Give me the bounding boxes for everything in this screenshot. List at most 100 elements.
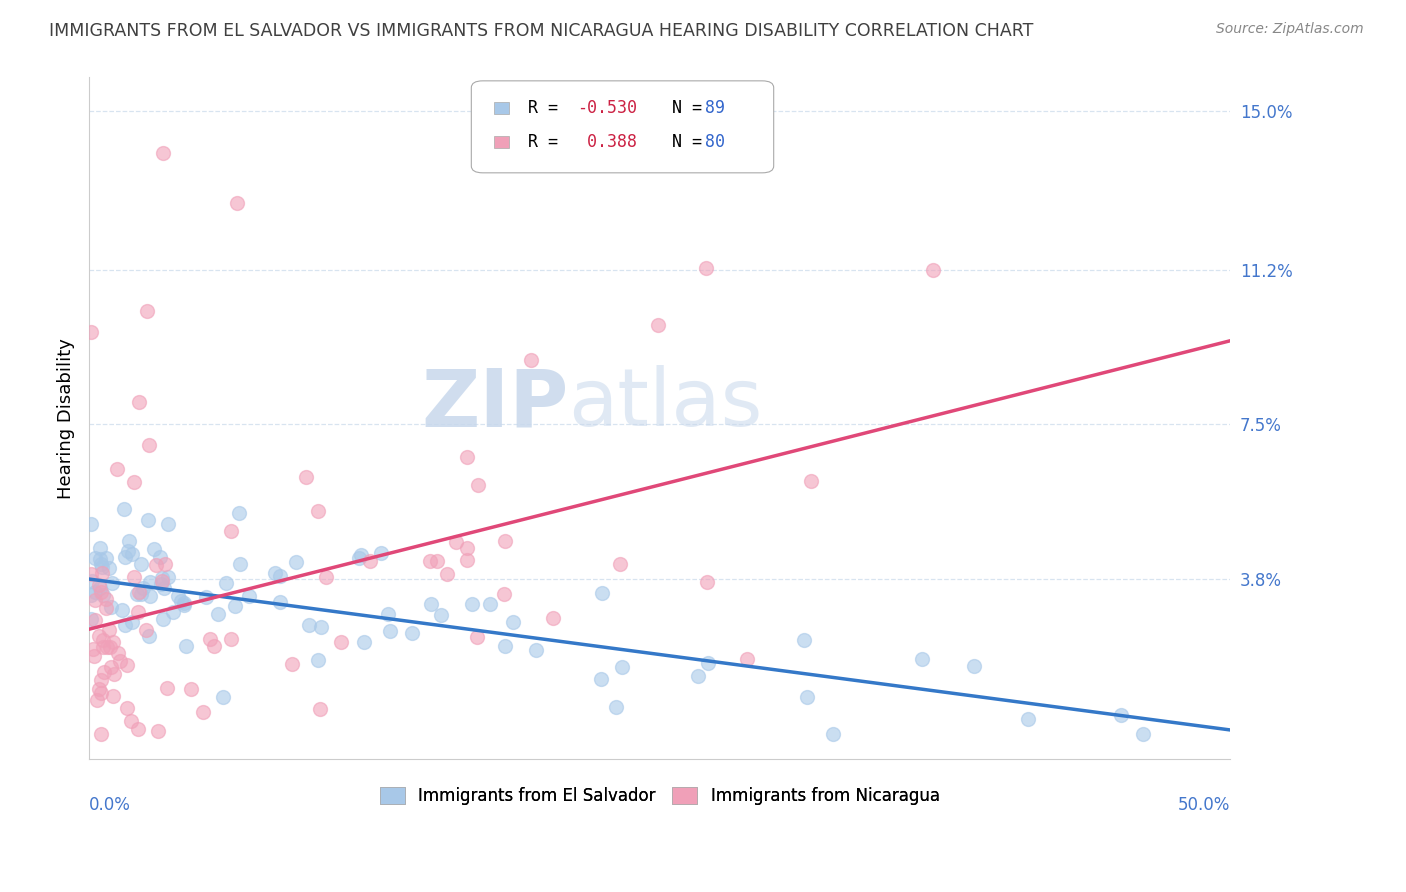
Point (226, 195, 249, 210)
Point (465, 630, 488, 644)
Legend: Immigrants from El Salvador, Immigrants from Nicaragua: Immigrants from El Salvador, Immigrants … (373, 780, 946, 812)
Point (378, 624, 401, 639)
Point (152, 582, 174, 596)
Point (80, 325, 103, 339)
Text: 0.0%: 0.0% (89, 797, 131, 814)
Point (370, 546, 392, 560)
Text: 50.0%: 50.0% (1178, 797, 1230, 814)
Text: 0.388: 0.388 (578, 133, 637, 151)
Point (298, 618, 321, 632)
Point (138, 629, 160, 643)
Point (93, 665, 115, 679)
Point (284, 555, 307, 569)
Point (114, 550, 136, 565)
Point (219, 524, 242, 538)
Point (83, 648, 105, 663)
FancyBboxPatch shape (471, 81, 773, 173)
Point (281, 657, 304, 671)
Point (146, 723, 169, 738)
Point (922, 262, 945, 277)
Point (591, 586, 613, 600)
Point (170, 593, 193, 607)
Point (263, 566, 285, 581)
Point (145, 558, 167, 572)
Point (132, 581, 155, 595)
Point (120, 714, 142, 728)
Point (963, 659, 986, 673)
Point (105, 462, 128, 476)
Point (191, 705, 214, 719)
Point (125, 587, 148, 601)
Point (173, 596, 195, 610)
Point (89, 541, 111, 556)
Point (686, 669, 709, 683)
Text: R =: R = (529, 99, 568, 117)
Point (103, 666, 125, 681)
Point (219, 632, 242, 647)
Point (156, 517, 179, 532)
Point (91, 632, 114, 647)
Point (444, 535, 467, 549)
Point (97, 623, 120, 637)
Point (136, 304, 159, 318)
Point (149, 549, 172, 564)
Point (456, 553, 478, 567)
Point (94, 591, 117, 606)
Point (91, 566, 114, 580)
Point (135, 623, 157, 637)
Point (228, 506, 250, 520)
Point (401, 625, 423, 640)
Point (502, 615, 524, 630)
Point (87, 681, 110, 696)
Point (347, 550, 370, 565)
Point (697, 656, 720, 670)
Point (1132, 727, 1154, 741)
Point (152, 574, 174, 588)
Point (307, 504, 329, 518)
Point (100, 599, 122, 614)
Point (100, 575, 122, 590)
Point (138, 574, 160, 589)
Point (89, 673, 111, 687)
Point (800, 475, 823, 489)
Point (456, 450, 478, 464)
Point (127, 605, 149, 619)
Point (89, 552, 111, 566)
Point (115, 700, 138, 714)
Point (735, 651, 758, 665)
Point (696, 575, 718, 590)
Point (1017, 712, 1039, 726)
Point (152, 571, 174, 585)
Point (176, 639, 198, 653)
Point (139, 589, 162, 603)
Point (98, 561, 121, 575)
Point (269, 595, 291, 609)
Point (86, 693, 108, 707)
Point (90, 686, 112, 700)
Point (180, 681, 202, 696)
Text: 89: 89 (706, 99, 725, 117)
Point (229, 558, 252, 572)
Point (94, 601, 117, 615)
Point (309, 702, 332, 716)
Point (821, 727, 844, 741)
Point (121, 615, 143, 629)
Point (91, 560, 114, 574)
Point (100, 660, 122, 674)
Point (198, 632, 221, 646)
Text: Source: ZipAtlas.com: Source: ZipAtlas.com (1216, 22, 1364, 37)
Point (90, 557, 112, 571)
Text: N =: N = (651, 99, 711, 117)
Point (609, 557, 631, 571)
Point (115, 657, 138, 672)
Point (156, 681, 179, 695)
Point (695, 261, 717, 276)
Point (520, 353, 543, 368)
Point (138, 437, 160, 451)
FancyBboxPatch shape (494, 136, 509, 148)
Point (1109, 708, 1132, 723)
Point (207, 607, 229, 621)
Point (359, 554, 381, 568)
Point (117, 534, 139, 549)
Point (541, 610, 564, 624)
